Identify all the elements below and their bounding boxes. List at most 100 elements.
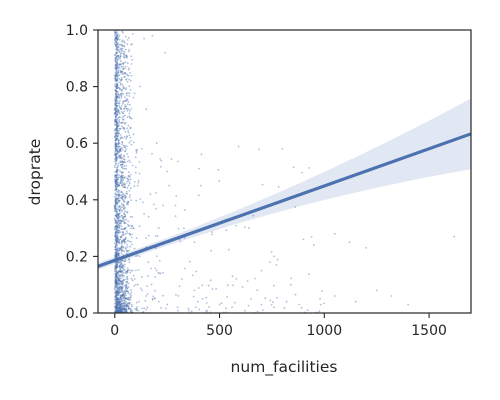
data-point	[126, 280, 128, 283]
data-point	[115, 36, 117, 39]
data-point	[128, 67, 131, 69]
data-point	[126, 81, 129, 83]
data-point	[120, 305, 123, 308]
data-point	[118, 195, 120, 198]
data-point	[116, 306, 118, 309]
data-point	[127, 179, 130, 181]
data-point	[116, 277, 118, 280]
data-point	[116, 138, 119, 140]
data-point	[122, 280, 124, 282]
data-point	[201, 284, 204, 287]
data-point	[126, 297, 129, 300]
data-point	[129, 308, 132, 311]
data-point	[117, 197, 119, 200]
data-point	[123, 213, 125, 216]
data-point	[132, 227, 135, 230]
data-point	[115, 44, 117, 47]
data-point	[116, 253, 119, 255]
data-point	[128, 258, 131, 260]
data-point	[120, 286, 123, 288]
data-point	[115, 296, 117, 298]
data-point	[123, 100, 125, 102]
data-point	[123, 87, 125, 89]
data-point	[114, 120, 117, 123]
data-point	[115, 66, 118, 69]
data-point	[166, 303, 169, 306]
data-point	[116, 284, 119, 286]
data-point	[115, 239, 118, 242]
data-point	[121, 44, 124, 47]
data-point	[116, 224, 119, 227]
data-point	[120, 220, 122, 223]
data-point	[122, 55, 125, 58]
data-point	[116, 76, 119, 79]
data-point	[126, 135, 128, 138]
data-point	[118, 238, 121, 241]
data-point	[130, 199, 132, 202]
data-point	[183, 227, 185, 230]
data-point	[123, 158, 126, 161]
data-point	[114, 136, 116, 139]
data-point	[113, 209, 116, 212]
data-point	[122, 246, 125, 248]
data-point	[117, 194, 120, 197]
data-point	[124, 196, 127, 199]
data-point	[126, 103, 129, 106]
data-point	[114, 145, 117, 148]
data-point	[123, 302, 126, 305]
data-point	[114, 147, 117, 150]
data-point	[124, 310, 127, 312]
data-point	[127, 282, 130, 285]
data-point	[120, 220, 123, 223]
data-point	[114, 192, 117, 195]
data-point	[121, 216, 124, 219]
data-point	[120, 225, 123, 228]
data-point	[120, 94, 123, 97]
data-point	[128, 181, 131, 184]
data-point	[211, 233, 214, 236]
data-point	[126, 305, 128, 308]
data-point	[115, 107, 117, 110]
data-point	[114, 101, 117, 104]
data-point	[116, 64, 119, 67]
data-point	[128, 307, 130, 310]
data-point	[226, 296, 229, 298]
data-point	[120, 89, 123, 92]
data-point	[121, 163, 124, 166]
data-point	[114, 306, 117, 309]
data-point	[137, 179, 140, 182]
data-point	[115, 275, 118, 277]
data-point	[155, 142, 158, 145]
data-point	[123, 71, 126, 74]
data-point	[114, 152, 117, 155]
data-point	[113, 287, 116, 289]
data-point	[117, 247, 120, 250]
data-point	[121, 92, 124, 95]
y-tick-label: 1.0	[66, 23, 88, 39]
data-point	[114, 182, 117, 185]
data-point	[117, 287, 120, 289]
data-point	[114, 198, 117, 201]
data-point	[116, 150, 119, 153]
data-point	[123, 294, 125, 297]
data-point	[114, 144, 117, 147]
data-point	[115, 294, 118, 297]
data-point	[123, 87, 125, 89]
data-point	[115, 152, 118, 155]
data-point	[124, 48, 127, 51]
data-point	[115, 87, 118, 90]
data-point	[126, 74, 129, 77]
data-point	[115, 43, 118, 45]
data-point	[122, 67, 124, 70]
data-point	[116, 132, 118, 135]
data-point	[116, 290, 119, 292]
data-point	[119, 127, 122, 130]
data-point	[123, 75, 126, 78]
data-point	[116, 309, 119, 312]
data-point	[121, 191, 124, 194]
data-point	[130, 108, 133, 110]
data-point	[114, 285, 117, 287]
data-point	[121, 282, 124, 285]
data-point	[117, 213, 120, 215]
